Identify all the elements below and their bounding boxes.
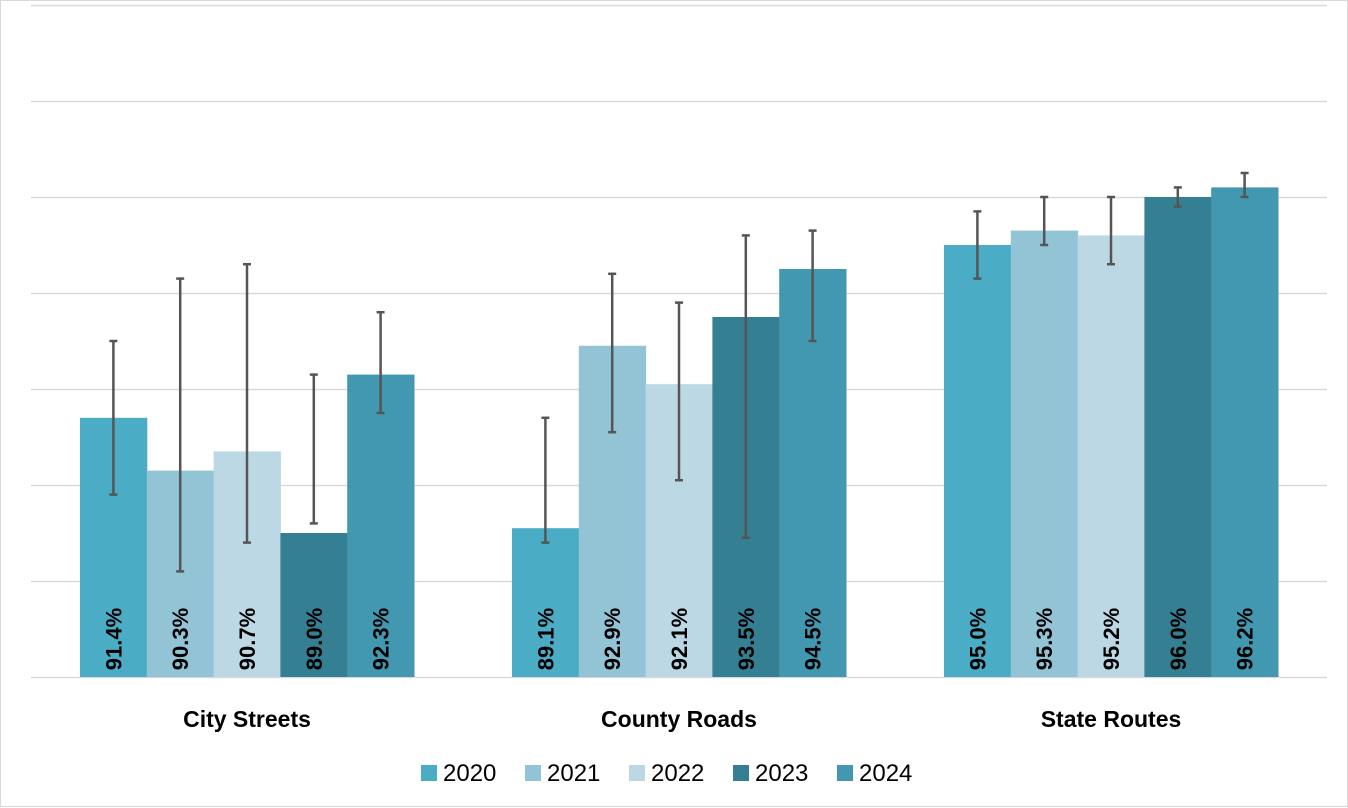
category-label: City Streets	[183, 706, 311, 732]
category-labels: City Streets County Roads State Routes	[183, 706, 1181, 732]
legend-swatch	[733, 765, 749, 781]
value-labels: 91.4% 90.3% 90.7% 89.0% 92.3% 89.1% 92.9% 92.1%…	[101, 608, 1257, 670]
value-label: 90.7%	[235, 608, 260, 670]
value-label: 95.3%	[1032, 608, 1057, 670]
error-bars	[109, 171, 1249, 573]
bar-2024-2	[1211, 187, 1279, 677]
legend-item-2020: 2020	[421, 760, 496, 787]
value-label: 89.1%	[533, 608, 558, 670]
legend-label: 2022	[651, 760, 704, 787]
value-label: 94.5%	[801, 608, 826, 670]
value-label: 92.1%	[667, 608, 692, 670]
bar-2021-2	[1010, 230, 1079, 677]
legend-swatch	[421, 765, 437, 781]
legend-swatch	[837, 765, 853, 781]
legend-item-2024: 2024	[837, 760, 912, 787]
bars	[80, 187, 1279, 677]
category-label: County Roads	[601, 706, 757, 732]
bar-2024-0	[347, 374, 415, 677]
bar-2020-1	[512, 528, 580, 677]
value-label: 95.0%	[965, 608, 990, 670]
value-label: 92.3%	[369, 608, 394, 670]
legend-label: 2024	[859, 760, 912, 787]
legend-item-2021: 2021	[525, 760, 600, 787]
legend: 2020 2021 2022 2023 2024	[421, 760, 912, 787]
bar-2023-2	[1144, 197, 1212, 677]
value-label: 89.0%	[302, 608, 327, 670]
value-label: 93.5%	[734, 608, 759, 670]
value-label: 92.9%	[600, 608, 625, 670]
category-label: State Routes	[1041, 706, 1182, 732]
legend-label: 2020	[443, 760, 496, 787]
bar-2022-2	[1077, 235, 1145, 677]
value-label: 91.4%	[101, 608, 126, 670]
value-label: 95.2%	[1099, 608, 1124, 670]
legend-swatch	[525, 765, 541, 781]
bar-2020-2	[944, 245, 1012, 677]
value-label: 96.0%	[1166, 608, 1191, 670]
legend-label: 2023	[755, 760, 808, 787]
bar-2023-0	[280, 533, 348, 677]
legend-item-2023: 2023	[733, 760, 808, 787]
value-label: 96.2%	[1233, 608, 1258, 670]
legend-swatch	[629, 765, 645, 781]
legend-item-2022: 2022	[629, 760, 704, 787]
legend-label: 2021	[547, 760, 600, 787]
value-label: 90.3%	[168, 608, 193, 670]
